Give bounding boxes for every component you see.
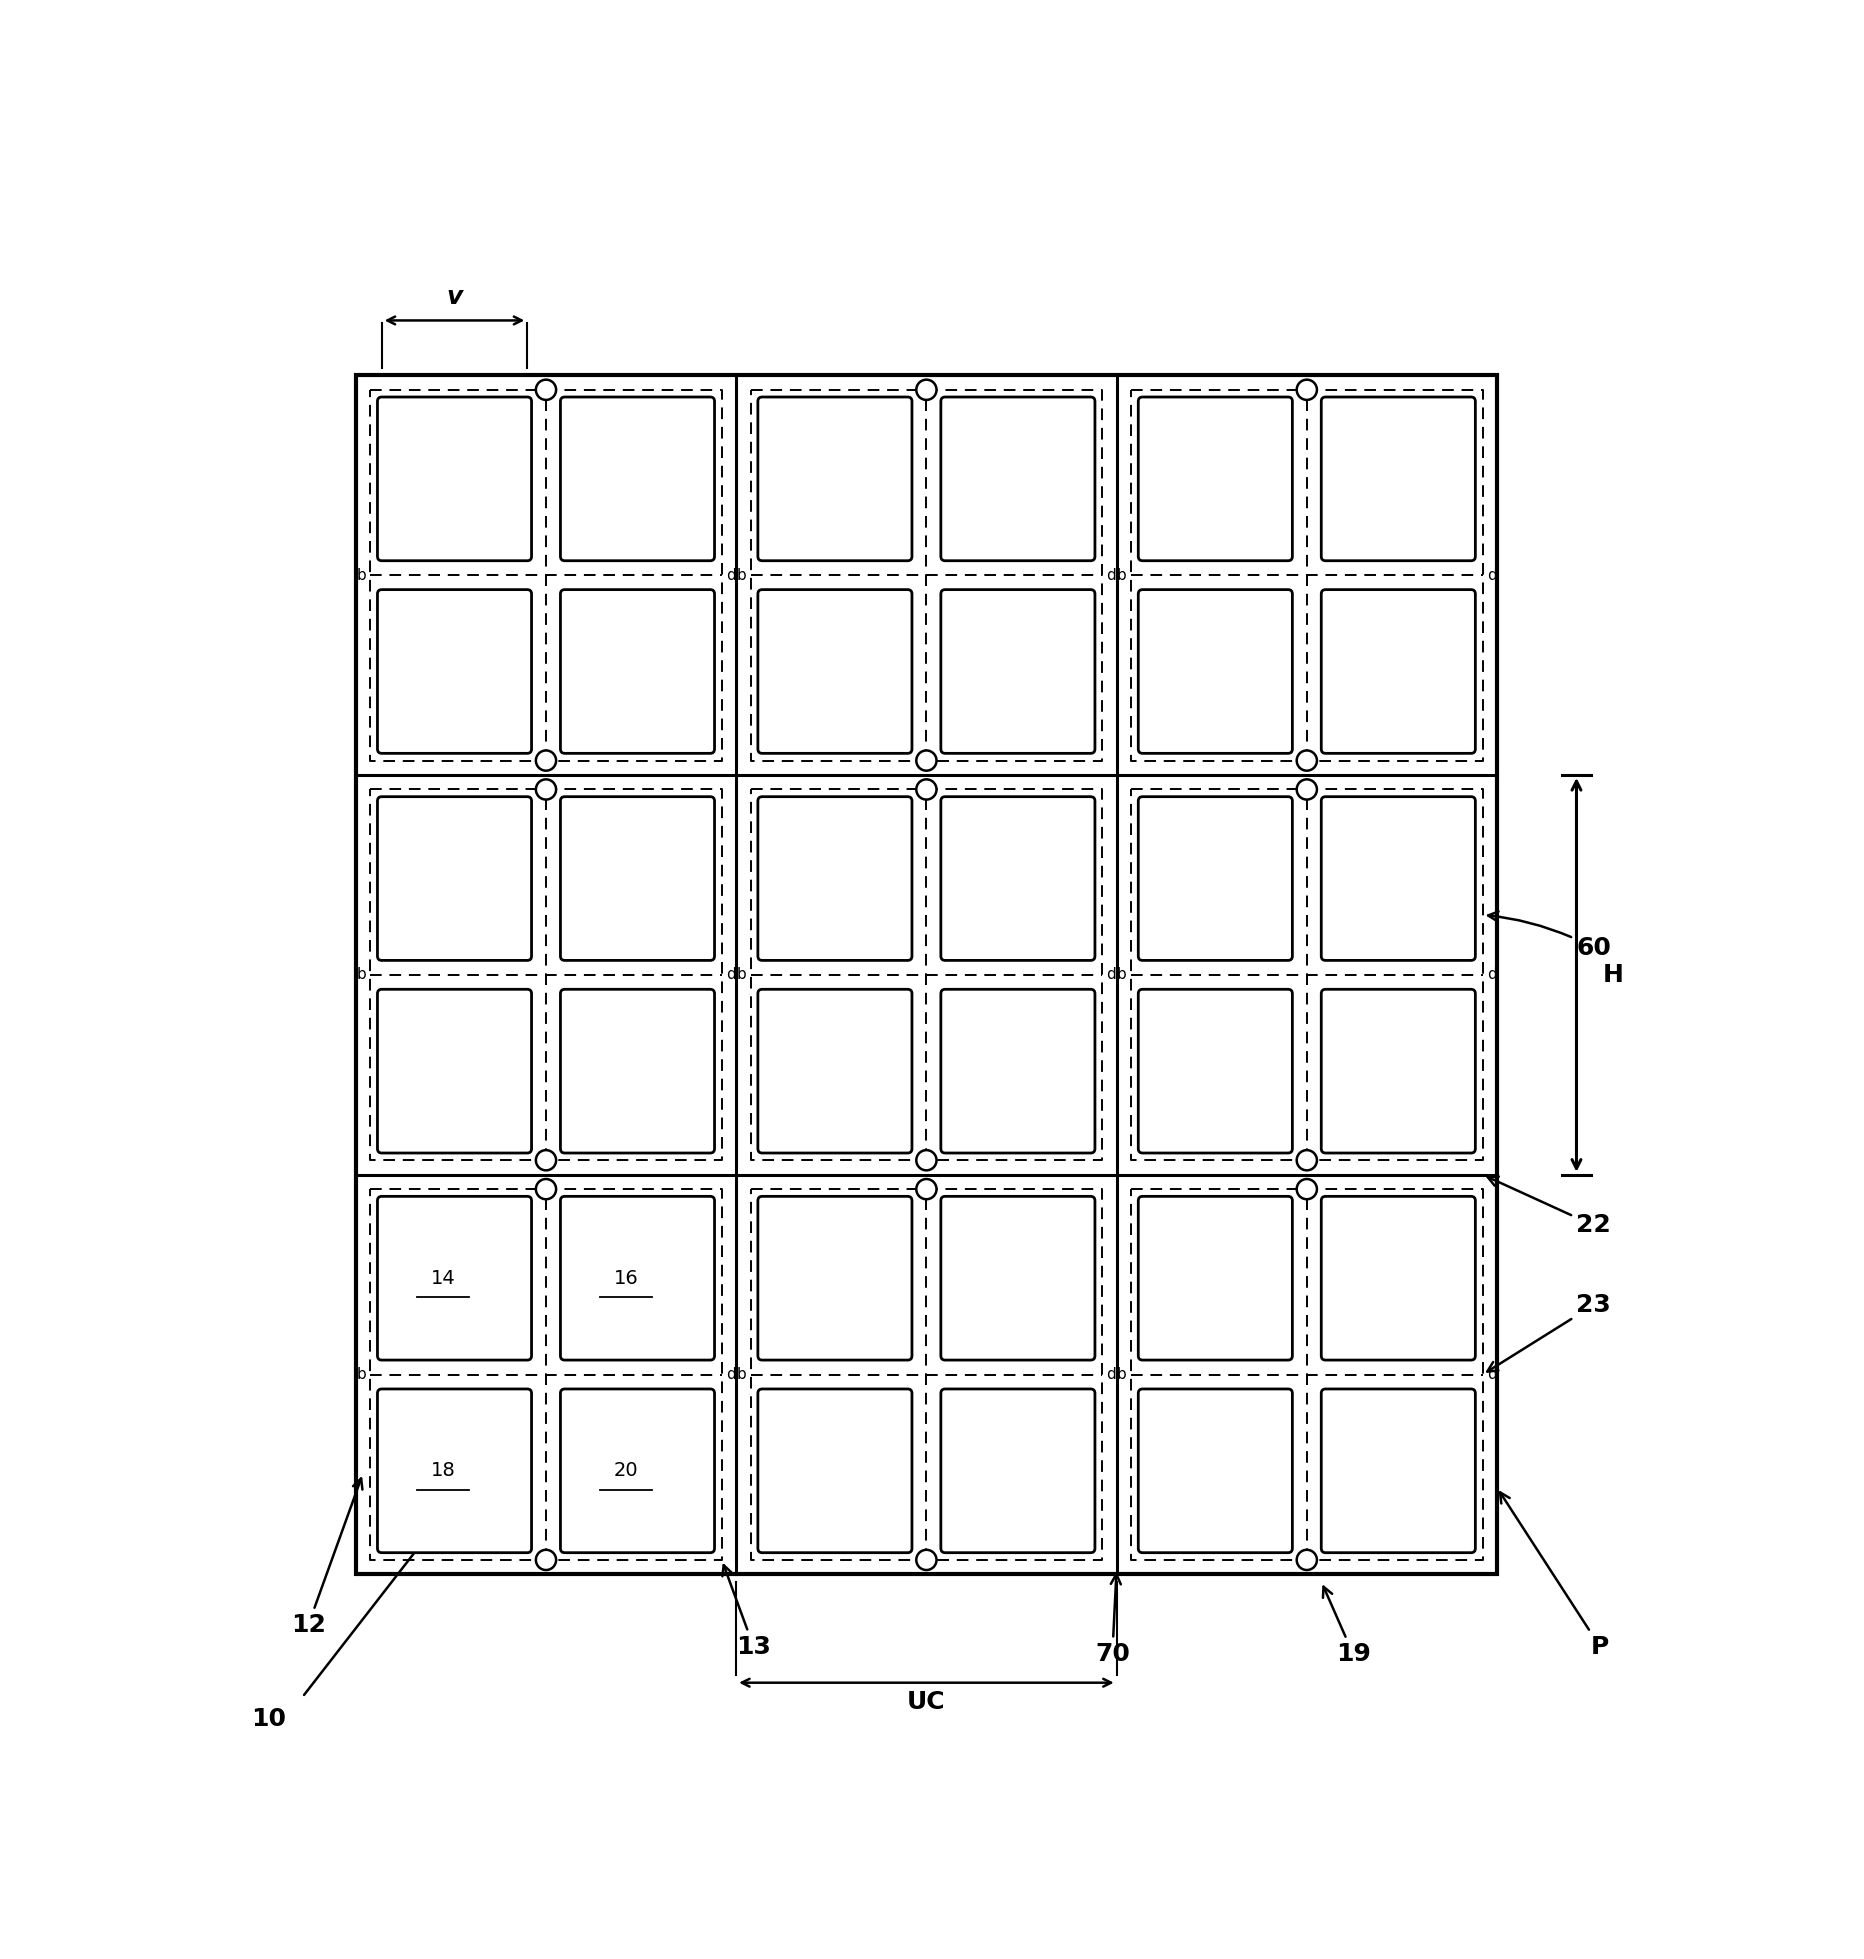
FancyBboxPatch shape <box>561 1389 714 1553</box>
FancyBboxPatch shape <box>561 797 714 960</box>
FancyBboxPatch shape <box>941 1389 1094 1553</box>
Circle shape <box>1297 1150 1318 1170</box>
FancyBboxPatch shape <box>1322 989 1476 1154</box>
FancyBboxPatch shape <box>561 590 714 754</box>
Text: d: d <box>727 568 736 582</box>
Text: b: b <box>356 1367 365 1381</box>
Text: b: b <box>736 568 746 582</box>
FancyBboxPatch shape <box>1322 590 1476 754</box>
Circle shape <box>1297 750 1318 770</box>
FancyBboxPatch shape <box>561 1197 714 1360</box>
Text: b: b <box>736 968 746 981</box>
FancyBboxPatch shape <box>1139 1389 1292 1553</box>
Circle shape <box>535 1150 555 1170</box>
Text: d: d <box>1107 968 1117 981</box>
FancyBboxPatch shape <box>941 797 1094 960</box>
Circle shape <box>917 1550 936 1569</box>
Text: 12: 12 <box>291 1479 362 1638</box>
FancyBboxPatch shape <box>941 1197 1094 1360</box>
Circle shape <box>535 1550 555 1569</box>
FancyBboxPatch shape <box>1139 1197 1292 1360</box>
Text: 18: 18 <box>431 1461 455 1481</box>
Text: v: v <box>445 284 462 310</box>
FancyBboxPatch shape <box>759 590 911 754</box>
FancyBboxPatch shape <box>377 1197 531 1360</box>
Text: b: b <box>736 1367 746 1381</box>
FancyBboxPatch shape <box>1139 797 1292 960</box>
Circle shape <box>917 1179 936 1199</box>
Text: d: d <box>727 968 736 981</box>
Text: 13: 13 <box>723 1565 772 1659</box>
Text: 60: 60 <box>1487 911 1610 960</box>
Text: b: b <box>356 568 365 582</box>
Circle shape <box>1297 1179 1318 1199</box>
FancyBboxPatch shape <box>759 1197 911 1360</box>
FancyBboxPatch shape <box>377 1389 531 1553</box>
Text: 16: 16 <box>613 1269 637 1287</box>
Circle shape <box>535 750 555 770</box>
Text: d: d <box>1487 968 1497 981</box>
Text: 23: 23 <box>1487 1293 1610 1371</box>
FancyBboxPatch shape <box>1322 797 1476 960</box>
FancyBboxPatch shape <box>561 398 714 560</box>
Text: d: d <box>727 1367 736 1381</box>
Text: d: d <box>1107 1367 1117 1381</box>
Text: 19: 19 <box>1323 1587 1370 1665</box>
Text: H: H <box>1603 964 1624 987</box>
FancyBboxPatch shape <box>941 989 1094 1154</box>
FancyBboxPatch shape <box>759 989 911 1154</box>
FancyBboxPatch shape <box>759 797 911 960</box>
Text: d: d <box>1487 1367 1497 1381</box>
FancyBboxPatch shape <box>941 398 1094 560</box>
Circle shape <box>917 1150 936 1170</box>
Text: P: P <box>1501 1493 1609 1659</box>
FancyBboxPatch shape <box>941 590 1094 754</box>
Circle shape <box>535 780 555 799</box>
FancyBboxPatch shape <box>377 590 531 754</box>
FancyBboxPatch shape <box>1322 398 1476 560</box>
Bar <box>356 376 1497 1575</box>
Circle shape <box>535 1179 555 1199</box>
Text: b: b <box>1117 968 1126 981</box>
FancyBboxPatch shape <box>1139 398 1292 560</box>
Circle shape <box>917 780 936 799</box>
FancyBboxPatch shape <box>377 989 531 1154</box>
Text: UC: UC <box>908 1691 945 1714</box>
FancyBboxPatch shape <box>1322 1197 1476 1360</box>
FancyBboxPatch shape <box>561 989 714 1154</box>
Text: b: b <box>1117 568 1126 582</box>
FancyBboxPatch shape <box>377 797 531 960</box>
Circle shape <box>1297 1550 1318 1569</box>
FancyBboxPatch shape <box>759 1389 911 1553</box>
Text: b: b <box>356 968 365 981</box>
Circle shape <box>917 380 936 400</box>
Text: 20: 20 <box>613 1461 637 1481</box>
Text: 22: 22 <box>1487 1177 1610 1238</box>
Circle shape <box>917 750 936 770</box>
Text: d: d <box>1487 568 1497 582</box>
FancyBboxPatch shape <box>1139 590 1292 754</box>
Circle shape <box>1297 780 1318 799</box>
Text: b: b <box>1117 1367 1126 1381</box>
Circle shape <box>1297 380 1318 400</box>
Text: 10: 10 <box>252 1706 287 1732</box>
Circle shape <box>535 380 555 400</box>
Text: d: d <box>1107 568 1117 582</box>
FancyBboxPatch shape <box>1322 1389 1476 1553</box>
FancyBboxPatch shape <box>377 398 531 560</box>
Text: 70: 70 <box>1094 1575 1130 1665</box>
FancyBboxPatch shape <box>759 398 911 560</box>
Text: 14: 14 <box>431 1269 455 1287</box>
FancyBboxPatch shape <box>1139 989 1292 1154</box>
